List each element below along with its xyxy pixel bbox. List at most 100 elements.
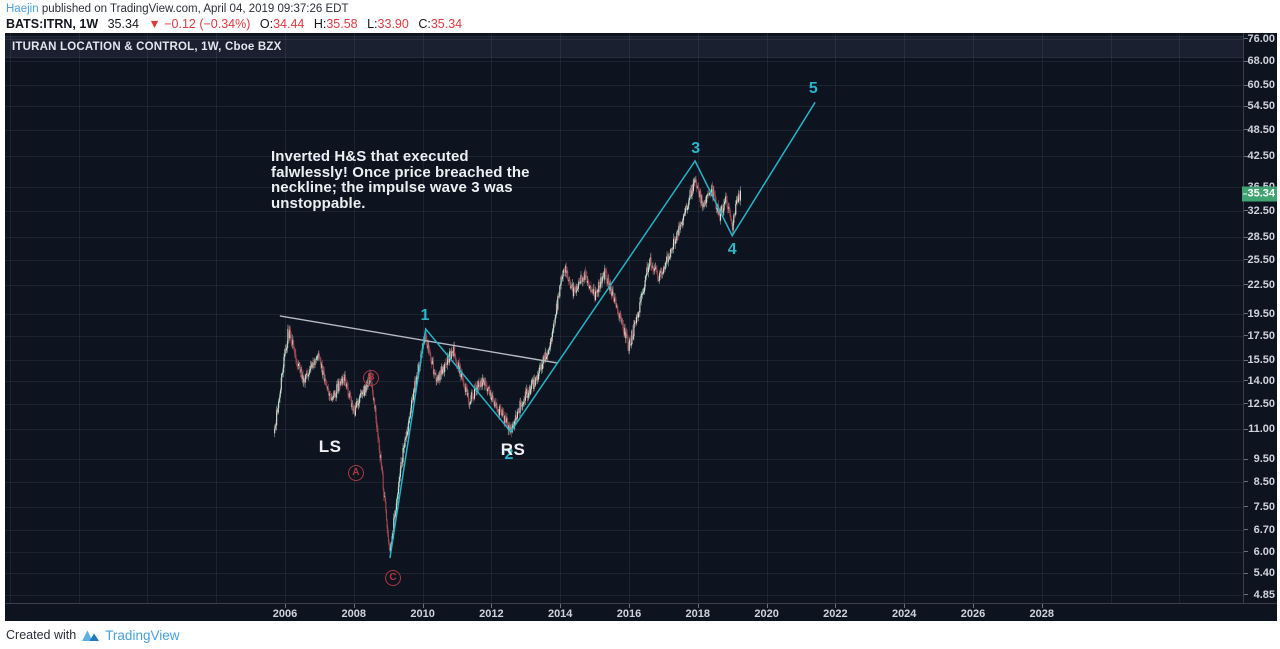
price-tick-label: 15.50 (1247, 354, 1275, 367)
price-tick-dash (1244, 38, 1248, 40)
time-tick-dash (973, 604, 974, 608)
time-tick-label: 2006 (272, 608, 298, 620)
price-tick-dash (1244, 594, 1248, 596)
price-tick-label: 32.50 (1247, 204, 1275, 217)
high-label: H: (313, 17, 327, 31)
annotation-note: Inverted H&S that executed falwlessly! O… (271, 148, 530, 212)
close-value: 35.34 (430, 17, 463, 31)
price-tick-label: 12.50 (1247, 397, 1275, 410)
symbol-line: BATS:ITRN, 1W 35.34 ▼ −0.12 (−0.34%) O:3… (6, 17, 462, 31)
wave-label-ls: LS (318, 436, 342, 456)
wave-label-1: 1 (420, 306, 430, 324)
price-axis[interactable]: 76.0068.0060.5054.5048.5042.5036.5032.50… (1243, 33, 1277, 603)
price-tick-dash (1244, 359, 1248, 361)
price-tick-dash (1244, 313, 1248, 315)
price-tick-dash (1244, 551, 1248, 553)
time-axis[interactable]: 2006 2008 2010 2012 2014 2016 2018 2020 2022 2024… (5, 603, 1277, 621)
price-tick-label: 14.00 (1247, 374, 1275, 387)
price-tick-dash (1244, 458, 1248, 460)
time-tick-label: 2022 (823, 608, 848, 620)
price-tick-dash (1244, 481, 1248, 483)
time-tick-label: 2026 (960, 608, 986, 620)
symbol-name: BATS:ITRN, 1W (6, 17, 99, 31)
price-tick-label: 68.00 (1247, 55, 1275, 68)
close-label: C: (418, 17, 431, 31)
price-tick-dash (1244, 259, 1248, 261)
candlestick-canvas[interactable] (5, 33, 1243, 603)
price-tick-label: 4.85 (1253, 588, 1275, 601)
price-tick-label: 9.50 (1253, 453, 1275, 466)
published-line: Haejin published on TradingView.com, Apr… (6, 2, 462, 16)
open-value: 34.44 (273, 17, 305, 31)
published-text: published on TradingView.com, April 04, … (41, 3, 349, 15)
time-tick-label: 2028 (1029, 608, 1055, 620)
corrective-letter-a: A (347, 464, 364, 481)
time-tick-label: 2014 (547, 608, 573, 620)
price-tick-dash (1244, 210, 1248, 212)
tradingview-brand-link[interactable]: TradingView (105, 627, 180, 643)
price-tick-label: 6.70 (1253, 523, 1275, 536)
price-tick-label: 5.40 (1253, 567, 1275, 580)
price-tick-dash (1244, 428, 1248, 430)
time-tick-label: 2020 (754, 608, 779, 620)
time-tick-dash (353, 604, 355, 608)
time-tick-dash (560, 604, 562, 608)
high-value: 35.58 (326, 17, 358, 31)
price-tick-label: 8.50 (1253, 475, 1275, 488)
time-tick-label: 2008 (341, 608, 367, 620)
chart-pane: ITURAN LOCATION & CONTROL, 1W, Cboe BZX … (5, 33, 1277, 621)
wave-label-5: 5 (808, 80, 818, 98)
price-tick-dash (1244, 403, 1248, 405)
price-tick-label: 7.50 (1253, 500, 1275, 513)
price-tick-dash (1244, 129, 1248, 131)
price-tick-label: 28.50 (1247, 231, 1275, 244)
price-tick-label: 19.50 (1247, 307, 1275, 320)
last-price: 35.34 (107, 17, 139, 31)
price-tick-label: 25.50 (1247, 253, 1275, 266)
price-tick-label: 11.00 (1248, 423, 1275, 436)
time-tick-label: 2018 (685, 608, 711, 620)
time-tick-dash (835, 604, 837, 608)
price-tick-dash (1244, 84, 1248, 86)
price-tag-dash (1243, 193, 1247, 195)
price-tick-label: 76.00 (1247, 32, 1275, 45)
price-tick-dash (1244, 572, 1248, 574)
price-tick-label: 60.50 (1247, 79, 1275, 92)
corrective-letter-c: C (385, 570, 402, 587)
time-tick-label: 2012 (479, 608, 504, 620)
time-tick-label: 2010 (410, 608, 435, 620)
price-tick-label: 54.50 (1247, 100, 1275, 113)
time-tick-label: 2016 (616, 608, 642, 620)
price-tick-dash (1244, 529, 1248, 531)
wave-label-3: 3 (691, 140, 701, 158)
price-tick-dash (1244, 105, 1248, 107)
tradingview-logo-icon (82, 630, 100, 641)
time-tick-dash (629, 604, 630, 608)
snapshot-header: Haejin published on TradingView.com, Apr… (6, 2, 462, 31)
price-tick-dash (1244, 284, 1248, 286)
time-tick-dash (697, 604, 699, 608)
price-tick-dash (1244, 155, 1248, 157)
last-price-tag: 35.34 (1242, 186, 1277, 202)
time-tick-dash (422, 604, 424, 608)
wave-label-rs: RS (500, 439, 526, 459)
price-tick-label: 17.50 (1247, 329, 1275, 342)
time-tick-dash (766, 604, 768, 608)
wave-label-4: 4 (727, 240, 737, 258)
price-tick-label: 6.00 (1253, 545, 1275, 558)
time-tick-dash (1041, 604, 1043, 608)
snapshot-footer: Created with TradingView (6, 626, 179, 644)
created-with-text: Created with (6, 628, 77, 642)
price-tick-label: 22.50 (1247, 278, 1275, 291)
price-tick-label: 48.50 (1247, 123, 1275, 136)
price-tick-dash (1244, 335, 1248, 337)
time-tick-dash (491, 604, 493, 608)
price-tag-value: 35.34 (1247, 187, 1275, 200)
author-link[interactable]: Haejin (6, 3, 39, 15)
price-change: ▼ −0.12 (−0.34%) (148, 17, 251, 31)
corrective-letter-b: B (363, 370, 379, 387)
low-value: 33.90 (377, 17, 409, 31)
time-tick-dash (904, 604, 906, 608)
price-tick-dash (1244, 380, 1248, 382)
